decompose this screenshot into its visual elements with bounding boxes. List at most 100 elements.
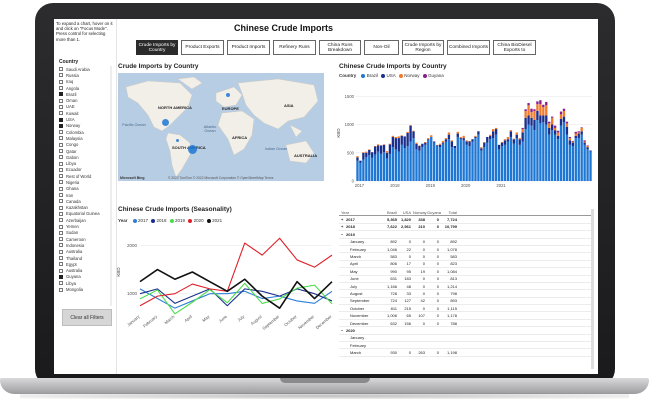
- country-filter-item[interactable]: Ecuador: [59, 167, 115, 173]
- country-filter-item[interactable]: Colombia: [59, 129, 115, 135]
- country-checkbox[interactable]: [59, 117, 63, 122]
- table-row[interactable]: August 728 33 0 0 798: [339, 290, 591, 298]
- country-checkbox[interactable]: [59, 205, 63, 210]
- country-filter-item[interactable]: Thailand: [59, 255, 115, 261]
- country-checkbox[interactable]: [59, 281, 63, 286]
- country-filter-item[interactable]: Kazakhstan: [59, 205, 115, 211]
- tab-0[interactable]: Crude Imports by Country: [136, 40, 178, 55]
- country-checkbox[interactable]: [59, 230, 63, 235]
- table-row[interactable]: −2019: [339, 231, 591, 239]
- legend-item-norway[interactable]: Norway: [404, 73, 420, 78]
- country-filter-item[interactable]: Yemen: [59, 223, 115, 229]
- country-filter-item[interactable]: Brazil: [59, 91, 115, 97]
- country-checkbox[interactable]: [59, 155, 63, 160]
- table-row[interactable]: January: [339, 335, 591, 343]
- column-header[interactable]: USA: [402, 209, 411, 215]
- expand-toggle[interactable]: −: [341, 231, 344, 237]
- country-checkbox[interactable]: [59, 274, 63, 279]
- country-checkbox[interactable]: [59, 167, 63, 172]
- expand-toggle[interactable]: +: [341, 217, 344, 223]
- table-row[interactable]: April 806 17 0 0 823: [339, 261, 591, 269]
- country-filter-item[interactable]: Libya: [59, 160, 115, 166]
- tab-4[interactable]: China Runs Breakdown: [319, 40, 361, 55]
- expand-toggle[interactable]: +: [341, 224, 344, 230]
- country-filter-item[interactable]: Canada: [59, 198, 115, 204]
- table-scrollbar[interactable]: [591, 209, 594, 369]
- map-bubble-brazil[interactable]: [188, 145, 197, 154]
- column-header[interactable]: Norway: [413, 209, 427, 215]
- country-filter-item[interactable]: Angola: [59, 85, 115, 91]
- country-filter-item[interactable]: Azerbaijan: [59, 217, 115, 223]
- legend-item-2020[interactable]: 2020: [193, 218, 204, 223]
- country-checkbox[interactable]: [59, 262, 63, 267]
- country-filter-item[interactable]: Malaysia: [59, 135, 115, 141]
- legend-item-2017[interactable]: 2017: [138, 218, 149, 223]
- map-bubble-usa[interactable]: [162, 119, 169, 126]
- country-filter-item[interactable]: Guyana: [59, 274, 115, 280]
- bar-chart[interactable]: 0 500 1000 1500 KBD 2017 2018 2019 2020 2021: [334, 81, 596, 191]
- country-checkbox[interactable]: [59, 73, 63, 78]
- country-filter-item[interactable]: UAE: [59, 104, 115, 110]
- country-checkbox[interactable]: [59, 243, 63, 248]
- country-checkbox[interactable]: [59, 130, 63, 135]
- matrix-table[interactable]: Year Brazil USA Norway Guyana Total +2017 5,365…: [339, 209, 591, 374]
- column-header[interactable]: Guyana: [427, 209, 442, 215]
- country-filter-item[interactable]: USA: [59, 116, 115, 122]
- legend-item-usa[interactable]: USA: [386, 73, 396, 78]
- country-checkbox[interactable]: [59, 111, 63, 116]
- legend-item-2018[interactable]: 2018: [156, 218, 167, 223]
- country-filter-item[interactable]: Mongolia: [59, 286, 115, 292]
- column-header[interactable]: Total: [448, 209, 457, 215]
- country-checkbox[interactable]: [59, 142, 63, 147]
- country-checkbox[interactable]: [59, 174, 63, 179]
- table-row[interactable]: March 583 0 0 0 583: [339, 253, 591, 261]
- column-header[interactable]: Year: [341, 209, 350, 215]
- legend-item-brazil[interactable]: Brazil: [366, 73, 379, 78]
- tab-8[interactable]: China BioDiesel Exports to: [493, 40, 536, 55]
- table-row[interactable]: November 1,006 65 107 0 1,178: [339, 312, 591, 320]
- country-filter-item[interactable]: Gabon: [59, 154, 115, 160]
- table-row[interactable]: July 1,166 48 0 0 1,214: [339, 283, 591, 291]
- country-checkbox[interactable]: [59, 287, 63, 292]
- country-filter-item[interactable]: Iraq: [59, 79, 115, 85]
- tab-1[interactable]: Product Exports: [181, 40, 224, 55]
- country-checkbox[interactable]: [59, 180, 63, 185]
- country-filter-item[interactable]: Australia: [59, 249, 115, 255]
- table-row[interactable]: February: [339, 342, 591, 350]
- country-checkbox[interactable]: [59, 136, 63, 141]
- country-filter-item[interactable]: Saudi Arabia: [59, 66, 115, 72]
- legend-item-guyana[interactable]: Guyana: [428, 73, 444, 78]
- country-checkbox[interactable]: [59, 86, 63, 91]
- country-checkbox[interactable]: [59, 218, 63, 223]
- country-checkbox[interactable]: [59, 161, 63, 166]
- tab-5[interactable]: Non-Oil: [364, 40, 399, 55]
- country-filter-item[interactable]: Qatar: [59, 148, 115, 154]
- country-checkbox[interactable]: [59, 104, 63, 109]
- tab-6[interactable]: Crude Imports by Region: [402, 40, 444, 55]
- table-row[interactable]: +2018 7,622 2,961 210 0 10,799: [339, 224, 591, 232]
- map-bubble-guyana[interactable]: [176, 139, 179, 142]
- country-checkbox[interactable]: [59, 123, 63, 128]
- country-checkbox[interactable]: [59, 268, 63, 273]
- table-row[interactable]: December 632 156 0 0 788: [339, 320, 591, 328]
- expand-toggle[interactable]: −: [341, 327, 344, 333]
- table-row[interactable]: October 811 215 0 0 1,115: [339, 305, 591, 313]
- tab-2[interactable]: Product Imports: [227, 40, 270, 55]
- country-filter-item[interactable]: Egypt: [59, 261, 115, 267]
- country-checkbox[interactable]: [59, 256, 63, 261]
- country-filter-item[interactable]: Indonesia: [59, 242, 115, 248]
- table-row[interactable]: +2017 5,365 1,820 338 0 7,724: [339, 216, 591, 224]
- country-filter-item[interactable]: Kuwait: [59, 110, 115, 116]
- country-filter-item[interactable]: Rest of World: [59, 173, 115, 179]
- country-filter-item[interactable]: Congo: [59, 142, 115, 148]
- map-bubble-norway[interactable]: [226, 93, 230, 97]
- country-checkbox[interactable]: [59, 249, 63, 254]
- country-checkbox[interactable]: [59, 199, 63, 204]
- legend-item-2019[interactable]: 2019: [175, 218, 186, 223]
- country-filter-item[interactable]: Ghana: [59, 186, 115, 192]
- country-checkbox[interactable]: [59, 237, 63, 242]
- table-row[interactable]: May 990 95 19 0 1,084: [339, 268, 591, 276]
- country-checkbox[interactable]: [59, 186, 63, 191]
- country-filter-item[interactable]: Nigeria: [59, 179, 115, 185]
- table-row[interactable]: September 724 127 42 0 893: [339, 298, 591, 306]
